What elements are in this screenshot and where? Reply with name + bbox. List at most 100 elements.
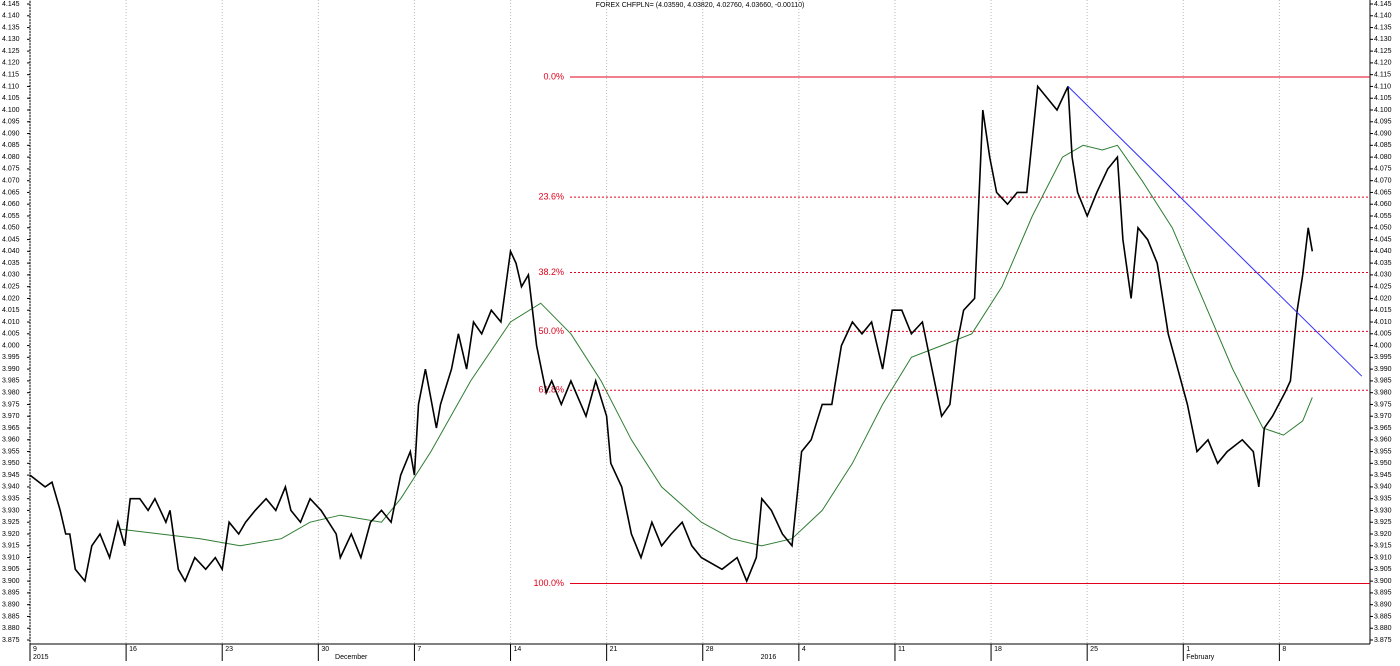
y-tick-label: 3.935 [2, 496, 20, 503]
y-tick-label-right: 3.880 [1374, 625, 1392, 632]
y-tick-label-right: 3.965 [1374, 425, 1392, 432]
y-tick-label-right: 4.135 [1374, 24, 1392, 31]
y-tick-label-right: 4.010 [1374, 319, 1392, 326]
y-tick-label: 4.035 [2, 260, 20, 267]
x-tick-label: 7 [417, 646, 421, 653]
y-tick-label: 3.905 [2, 566, 20, 573]
y-tick-label-right: 3.980 [1374, 390, 1392, 397]
y-tick-label-right: 4.020 [1374, 295, 1392, 302]
y-tick-label: 3.995 [2, 354, 20, 361]
y-tick-label-right: 4.040 [1374, 248, 1392, 255]
y-tick-label-right: 4.080 [1374, 154, 1392, 161]
y-tick-label: 4.055 [2, 213, 20, 220]
y-tick-label: 3.910 [2, 554, 20, 561]
x-tick-label: 1 [1186, 646, 1190, 653]
y-tick-label-right: 4.015 [1374, 307, 1392, 314]
x-tick-label: 30 [321, 646, 329, 653]
y-tick-label: 4.050 [2, 225, 20, 232]
y-tick-label: 4.115 [2, 72, 19, 79]
y-tick-label-right: 3.890 [1374, 602, 1392, 609]
x-period-label: 2015 [33, 654, 49, 661]
x-tick-label: 18 [994, 646, 1002, 653]
y-tick-label-right: 4.045 [1374, 236, 1392, 243]
y-tick-label-right: 4.070 [1374, 178, 1392, 185]
y-tick-label-right: 3.985 [1374, 378, 1392, 385]
y-tick-label-right: 4.110 [1374, 83, 1391, 90]
chart-title: FOREX CHFPLN= (4.03590, 4.03820, 4.02760… [596, 2, 805, 9]
y-tick-label: 4.105 [2, 95, 20, 102]
y-tick-label-right: 4.025 [1374, 284, 1392, 291]
y-tick-label-right: 4.050 [1374, 225, 1392, 232]
y-tick-label: 3.875 [2, 637, 20, 644]
y-tick-label: 4.005 [2, 331, 20, 338]
y-tick-label: 4.125 [2, 48, 20, 55]
y-tick-label: 3.970 [2, 413, 20, 420]
y-tick-label-right: 3.920 [1374, 531, 1392, 538]
price-line [29, 84, 1314, 584]
y-tick-label: 4.065 [2, 189, 20, 196]
y-tick-label: 4.015 [2, 307, 20, 314]
y-tick-label-right: 3.930 [1374, 507, 1392, 514]
y-tick-label: 4.025 [2, 284, 20, 291]
y-tick-label-right: 3.905 [1374, 566, 1392, 573]
y-tick-label-right: 4.115 [1374, 72, 1391, 79]
fib-label: 100.0% [533, 578, 564, 588]
y-tick-label: 4.030 [2, 272, 20, 279]
y-tick-label: 3.900 [2, 578, 20, 585]
y-tick-label-right: 3.950 [1374, 460, 1392, 467]
y-tick-label: 4.070 [2, 178, 20, 185]
x-tick-label: 9 [33, 646, 37, 653]
x-tick-label: 28 [706, 646, 714, 653]
fib-label: 61.8% [538, 385, 564, 395]
y-tick-label: 3.960 [2, 437, 20, 444]
x-tick-label: 11 [898, 646, 905, 653]
y-tick-label: 3.920 [2, 531, 20, 538]
y-tick-label-right: 4.035 [1374, 260, 1392, 267]
y-tick-label-right: 4.030 [1374, 272, 1392, 279]
y-tick-label: 4.130 [2, 36, 20, 43]
y-tick-label-right: 3.900 [1374, 578, 1392, 585]
y-tick-label: 4.100 [2, 107, 20, 114]
x-tick-label: 21 [610, 646, 618, 653]
y-tick-label: 4.040 [2, 248, 20, 255]
y-tick-label-right: 4.120 [1374, 60, 1392, 67]
y-tick-label: 4.135 [2, 24, 20, 31]
y-tick-label-right: 3.895 [1374, 590, 1392, 597]
y-tick-label-right: 4.005 [1374, 331, 1392, 338]
y-tick-label: 4.000 [2, 342, 20, 349]
y-tick-label: 4.085 [2, 142, 20, 149]
y-tick-label: 3.945 [2, 472, 20, 479]
y-tick-label: 4.110 [2, 83, 19, 90]
y-tick-label-right: 4.065 [1374, 189, 1392, 196]
y-tick-label-right: 4.090 [1374, 130, 1392, 137]
y-tick-label: 4.090 [2, 130, 20, 137]
y-tick-label: 4.120 [2, 60, 20, 67]
y-tick-label: 3.895 [2, 590, 20, 597]
y-tick-label: 3.990 [2, 366, 20, 373]
x-tick-label: 8 [1282, 646, 1286, 653]
y-tick-label-right: 4.055 [1374, 213, 1392, 220]
x-period-label: December [335, 654, 368, 661]
y-tick-label-right: 4.075 [1374, 166, 1392, 173]
y-tick-label: 3.950 [2, 460, 20, 467]
y-tick-label-right: 4.125 [1374, 48, 1392, 55]
y-tick-label-right: 3.925 [1374, 519, 1392, 526]
y-tick-label: 3.885 [2, 613, 20, 620]
x-tick-label: 4 [802, 646, 806, 653]
trend-line [1067, 86, 1363, 377]
y-tick-label-right: 3.960 [1374, 437, 1392, 444]
x-tick-label: 25 [1090, 646, 1098, 653]
y-tick-label-right: 4.095 [1374, 119, 1392, 126]
x-tick-label: 16 [129, 646, 137, 653]
y-tick-label-right: 3.955 [1374, 448, 1392, 455]
y-tick-label-right: 3.995 [1374, 354, 1392, 361]
y-tick-label-right: 3.915 [1374, 543, 1392, 550]
y-tick-label-right: 3.910 [1374, 554, 1392, 561]
y-tick-label: 4.095 [2, 119, 20, 126]
y-tick-label: 3.915 [2, 543, 20, 550]
y-tick-label: 3.965 [2, 425, 20, 432]
fib-label: 38.2% [538, 267, 564, 277]
fib-label: 50.0% [538, 326, 564, 336]
y-tick-label: 3.975 [2, 401, 20, 408]
x-tick-label: 23 [225, 646, 233, 653]
